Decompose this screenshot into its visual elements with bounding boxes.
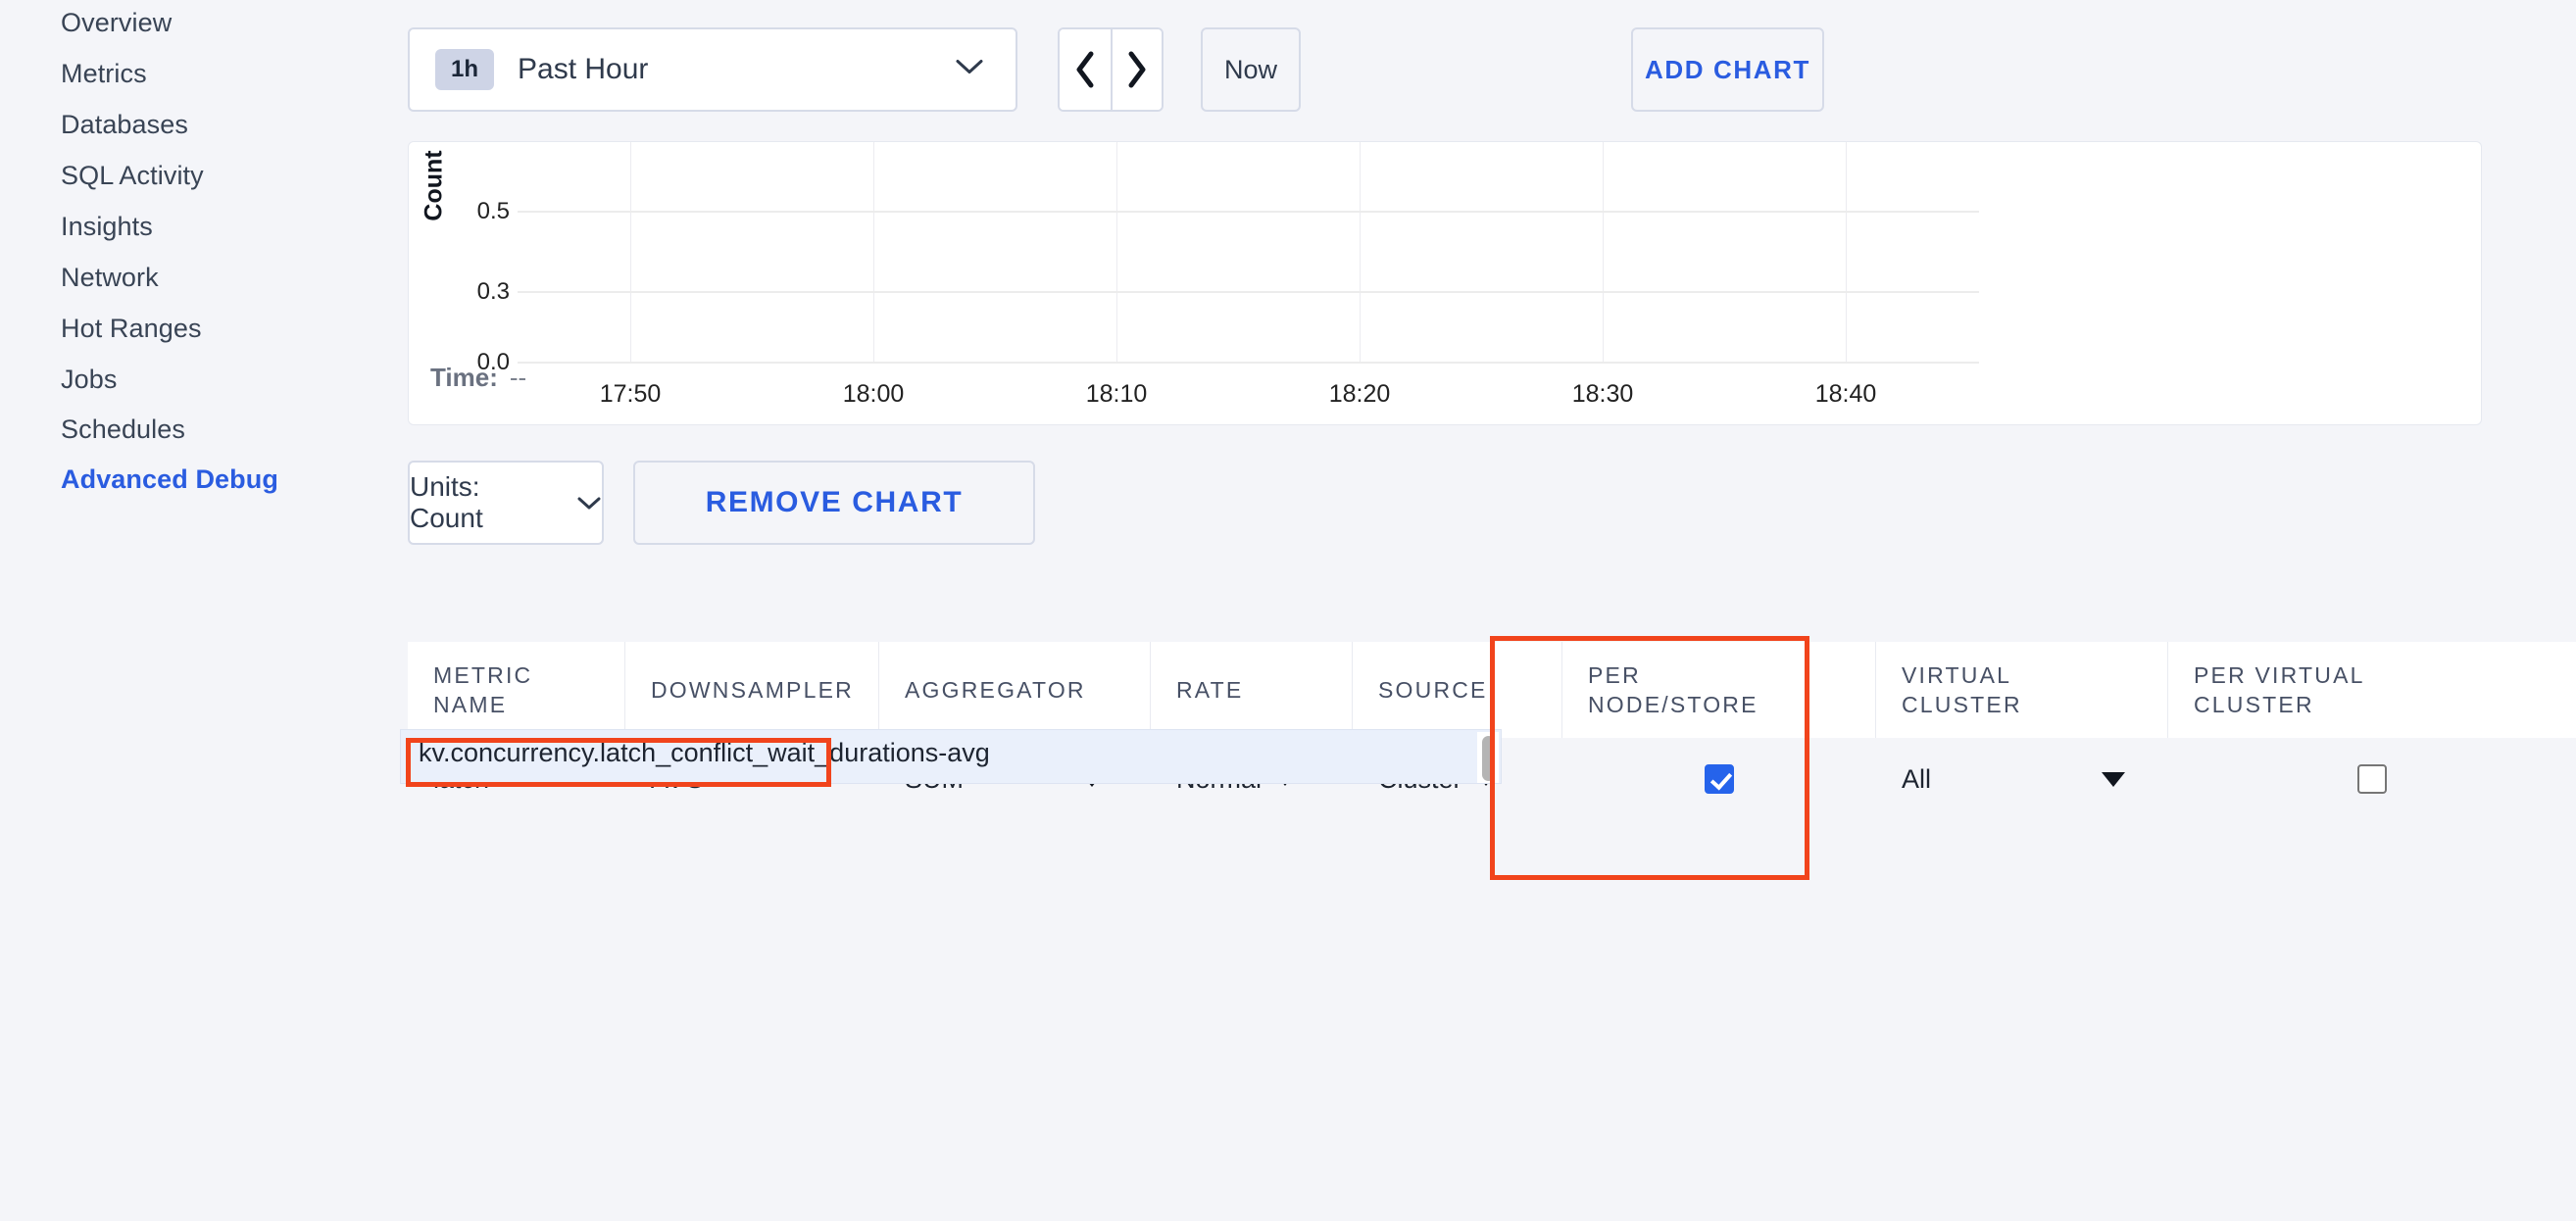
header-line-2: NODE/STORE — [1588, 692, 1759, 717]
main-content: 1h Past Hour Now ADD CHART Count — [386, 0, 2576, 1221]
metric-name-autocomplete-dropdown[interactable]: kv.concurrency.latch_conflict_wait_durat… — [400, 729, 1502, 784]
chart-x-tick-label: 18:10 — [1085, 380, 1148, 408]
now-button[interactable]: Now — [1201, 27, 1301, 112]
chart-card: Count 0.5 0.3 0.0 17:50 18:00 18:10 18:2… — [408, 141, 2482, 425]
time-range-select[interactable]: 1h Past Hour — [408, 27, 1017, 112]
sidebar-item-sql-activity[interactable]: SQL Activity — [61, 161, 204, 190]
dropdown-scrollbar-thumb[interactable] — [1481, 736, 1495, 781]
cell-virtual-cluster[interactable]: All — [1876, 738, 2168, 820]
units-select-label: Units: Count — [410, 471, 483, 533]
time-nav-buttons — [1058, 27, 1164, 112]
sidebar-item-insights[interactable]: Insights — [61, 212, 153, 241]
sidebar-item-jobs[interactable]: Jobs — [61, 365, 118, 394]
chevron-left-icon — [1076, 51, 1094, 88]
add-chart-button[interactable]: ADD CHART — [1631, 27, 1824, 112]
table-header-per-virtual-cluster: PER VIRTUAL CLUSTER — [2168, 642, 2576, 738]
table-header-metric-name: METRIC NAME — [408, 642, 625, 738]
dropdown-scrollbar[interactable] — [1477, 732, 1499, 783]
header-line-2: CLUSTER — [1902, 692, 2022, 717]
cell-per-virtual-cluster[interactable] — [2168, 738, 2576, 820]
chart-legend-time-key: Time: — [430, 363, 498, 392]
sidebar-item-overview[interactable]: Overview — [61, 8, 173, 37]
chevron-right-icon — [1128, 51, 1146, 88]
per-virtual-cluster-checkbox[interactable] — [2357, 764, 2387, 794]
sidebar-item-network[interactable]: Network — [61, 263, 159, 292]
chart-y-tick-label: 0.5 — [476, 198, 510, 224]
table-header-source: SOURCE — [1353, 642, 1562, 738]
table-header-virtual-cluster: VIRTUAL CLUSTER — [1876, 642, 2168, 738]
previous-time-button[interactable] — [1060, 29, 1111, 110]
table-header-downsampler: DOWNSAMPLER — [625, 642, 879, 738]
chart-x-tick-label: 17:50 — [599, 380, 662, 408]
sidebar: Overview Metrics Databases SQL Activity … — [0, 0, 386, 1221]
time-range-badge: 1h — [435, 49, 495, 90]
virtual-cluster-value: All — [1902, 763, 1932, 794]
header-line-1: VIRTUAL — [1902, 661, 2012, 688]
chart-legend-time: Time: -- — [430, 363, 526, 393]
chart-gridline-vertical — [1846, 142, 1847, 363]
chart-y-tick-label: 0.0 — [476, 349, 510, 375]
units-select[interactable]: Units: Count — [408, 461, 604, 545]
header-line-1: DOWNSAMPLER — [651, 676, 854, 703]
header-line-1: SOURCE — [1378, 676, 1488, 703]
chevron-down-icon — [955, 59, 984, 81]
chart-x-tick-label: 18:00 — [842, 380, 905, 408]
chart-x-tick-label: 18:30 — [1571, 380, 1634, 408]
metric-suggestion-item[interactable]: kv.concurrency.latch_conflict_wait_durat… — [419, 738, 990, 767]
chart-x-tick-label: 18:20 — [1328, 380, 1391, 408]
chart-gridline-vertical — [873, 142, 874, 363]
sidebar-item-schedules[interactable]: Schedules — [61, 415, 185, 444]
sidebar-item-databases[interactable]: Databases — [61, 110, 188, 139]
header-line-2: NAME — [433, 692, 508, 717]
remove-chart-button[interactable]: REMOVE CHART — [633, 461, 1035, 545]
chevron-down-icon — [576, 487, 602, 518]
header-line-1: PER — [1588, 661, 1641, 688]
header-line-1: METRIC — [433, 661, 533, 688]
table-header-per-node-store: PER NODE/STORE — [1562, 642, 1876, 738]
chart-gridline-vertical — [1360, 142, 1361, 363]
chart-gridline-horizontal — [518, 291, 1979, 293]
metrics-table: METRIC NAME DOWNSAMPLER AGGREGATOR RATE … — [408, 642, 2576, 820]
table-header-rate: RATE — [1151, 642, 1353, 738]
chart-gridline-horizontal — [518, 211, 1979, 213]
table-header-row: METRIC NAME DOWNSAMPLER AGGREGATOR RATE … — [408, 642, 2576, 738]
next-time-button[interactable] — [1111, 29, 1162, 110]
chart-legend-time-value: -- — [509, 363, 527, 392]
chart-y-tick-label: 0.3 — [476, 278, 510, 305]
sidebar-item-advanced-debug[interactable]: Advanced Debug — [61, 464, 278, 494]
cell-per-node-store[interactable] — [1562, 738, 1876, 820]
per-node-store-checkbox[interactable] — [1705, 764, 1734, 794]
chart-gridline-horizontal — [518, 362, 1979, 364]
sidebar-item-hot-ranges[interactable]: Hot Ranges — [61, 314, 202, 343]
chart-gridline-vertical — [1116, 142, 1117, 363]
sidebar-item-metrics[interactable]: Metrics — [61, 59, 147, 88]
header-line-1: PER VIRTUAL — [2194, 661, 2365, 688]
chart-gridline-vertical — [630, 142, 631, 363]
chart-y-axis-title: Count — [420, 150, 448, 221]
chevron-down-icon[interactable] — [2102, 771, 2125, 787]
header-line-1: RATE — [1176, 676, 1244, 703]
chart-x-tick-label: 18:40 — [1814, 380, 1877, 408]
header-line-2: CLUSTER — [2194, 692, 2314, 717]
table-header-aggregator: AGGREGATOR — [879, 642, 1151, 738]
chart-gridline-vertical — [1603, 142, 1604, 363]
header-line-1: AGGREGATOR — [905, 676, 1086, 703]
time-range-label: Past Hour — [518, 53, 649, 85]
